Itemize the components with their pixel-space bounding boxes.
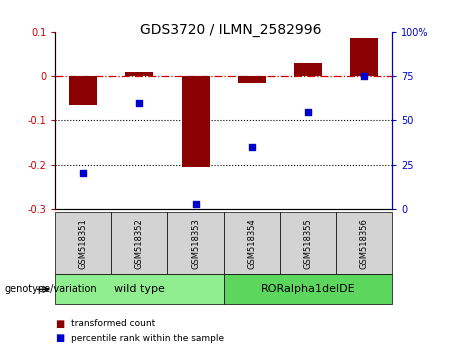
Bar (294, 63, 322, 76)
Text: GSM518351: GSM518351 (79, 218, 88, 269)
Text: ■: ■ (55, 319, 65, 329)
Point (360, 73, 367, 79)
Text: genotype/variation: genotype/variation (5, 284, 97, 295)
Text: ■: ■ (55, 333, 65, 343)
Text: GSM518353: GSM518353 (191, 218, 200, 269)
Text: GDS3720 / ILMN_2582996: GDS3720 / ILMN_2582996 (140, 23, 321, 37)
Text: GSM518354: GSM518354 (247, 218, 256, 269)
Text: transformed count: transformed count (71, 319, 156, 329)
Text: RORalpha1delDE: RORalpha1delDE (260, 284, 355, 295)
Text: GSM518352: GSM518352 (135, 218, 144, 269)
Bar (237, 76, 266, 83)
Text: GSM518355: GSM518355 (303, 218, 312, 269)
Point (136, 100, 143, 105)
Text: wild type: wild type (114, 284, 165, 295)
Bar (350, 39, 378, 76)
Point (304, 109, 312, 114)
Text: percentile rank within the sample: percentile rank within the sample (71, 333, 225, 343)
Bar (182, 76, 210, 167)
Text: GSM518356: GSM518356 (359, 218, 368, 269)
Point (80, 171, 87, 176)
Bar (125, 72, 154, 76)
Point (248, 144, 255, 150)
Bar (69, 76, 97, 105)
Point (192, 201, 199, 206)
